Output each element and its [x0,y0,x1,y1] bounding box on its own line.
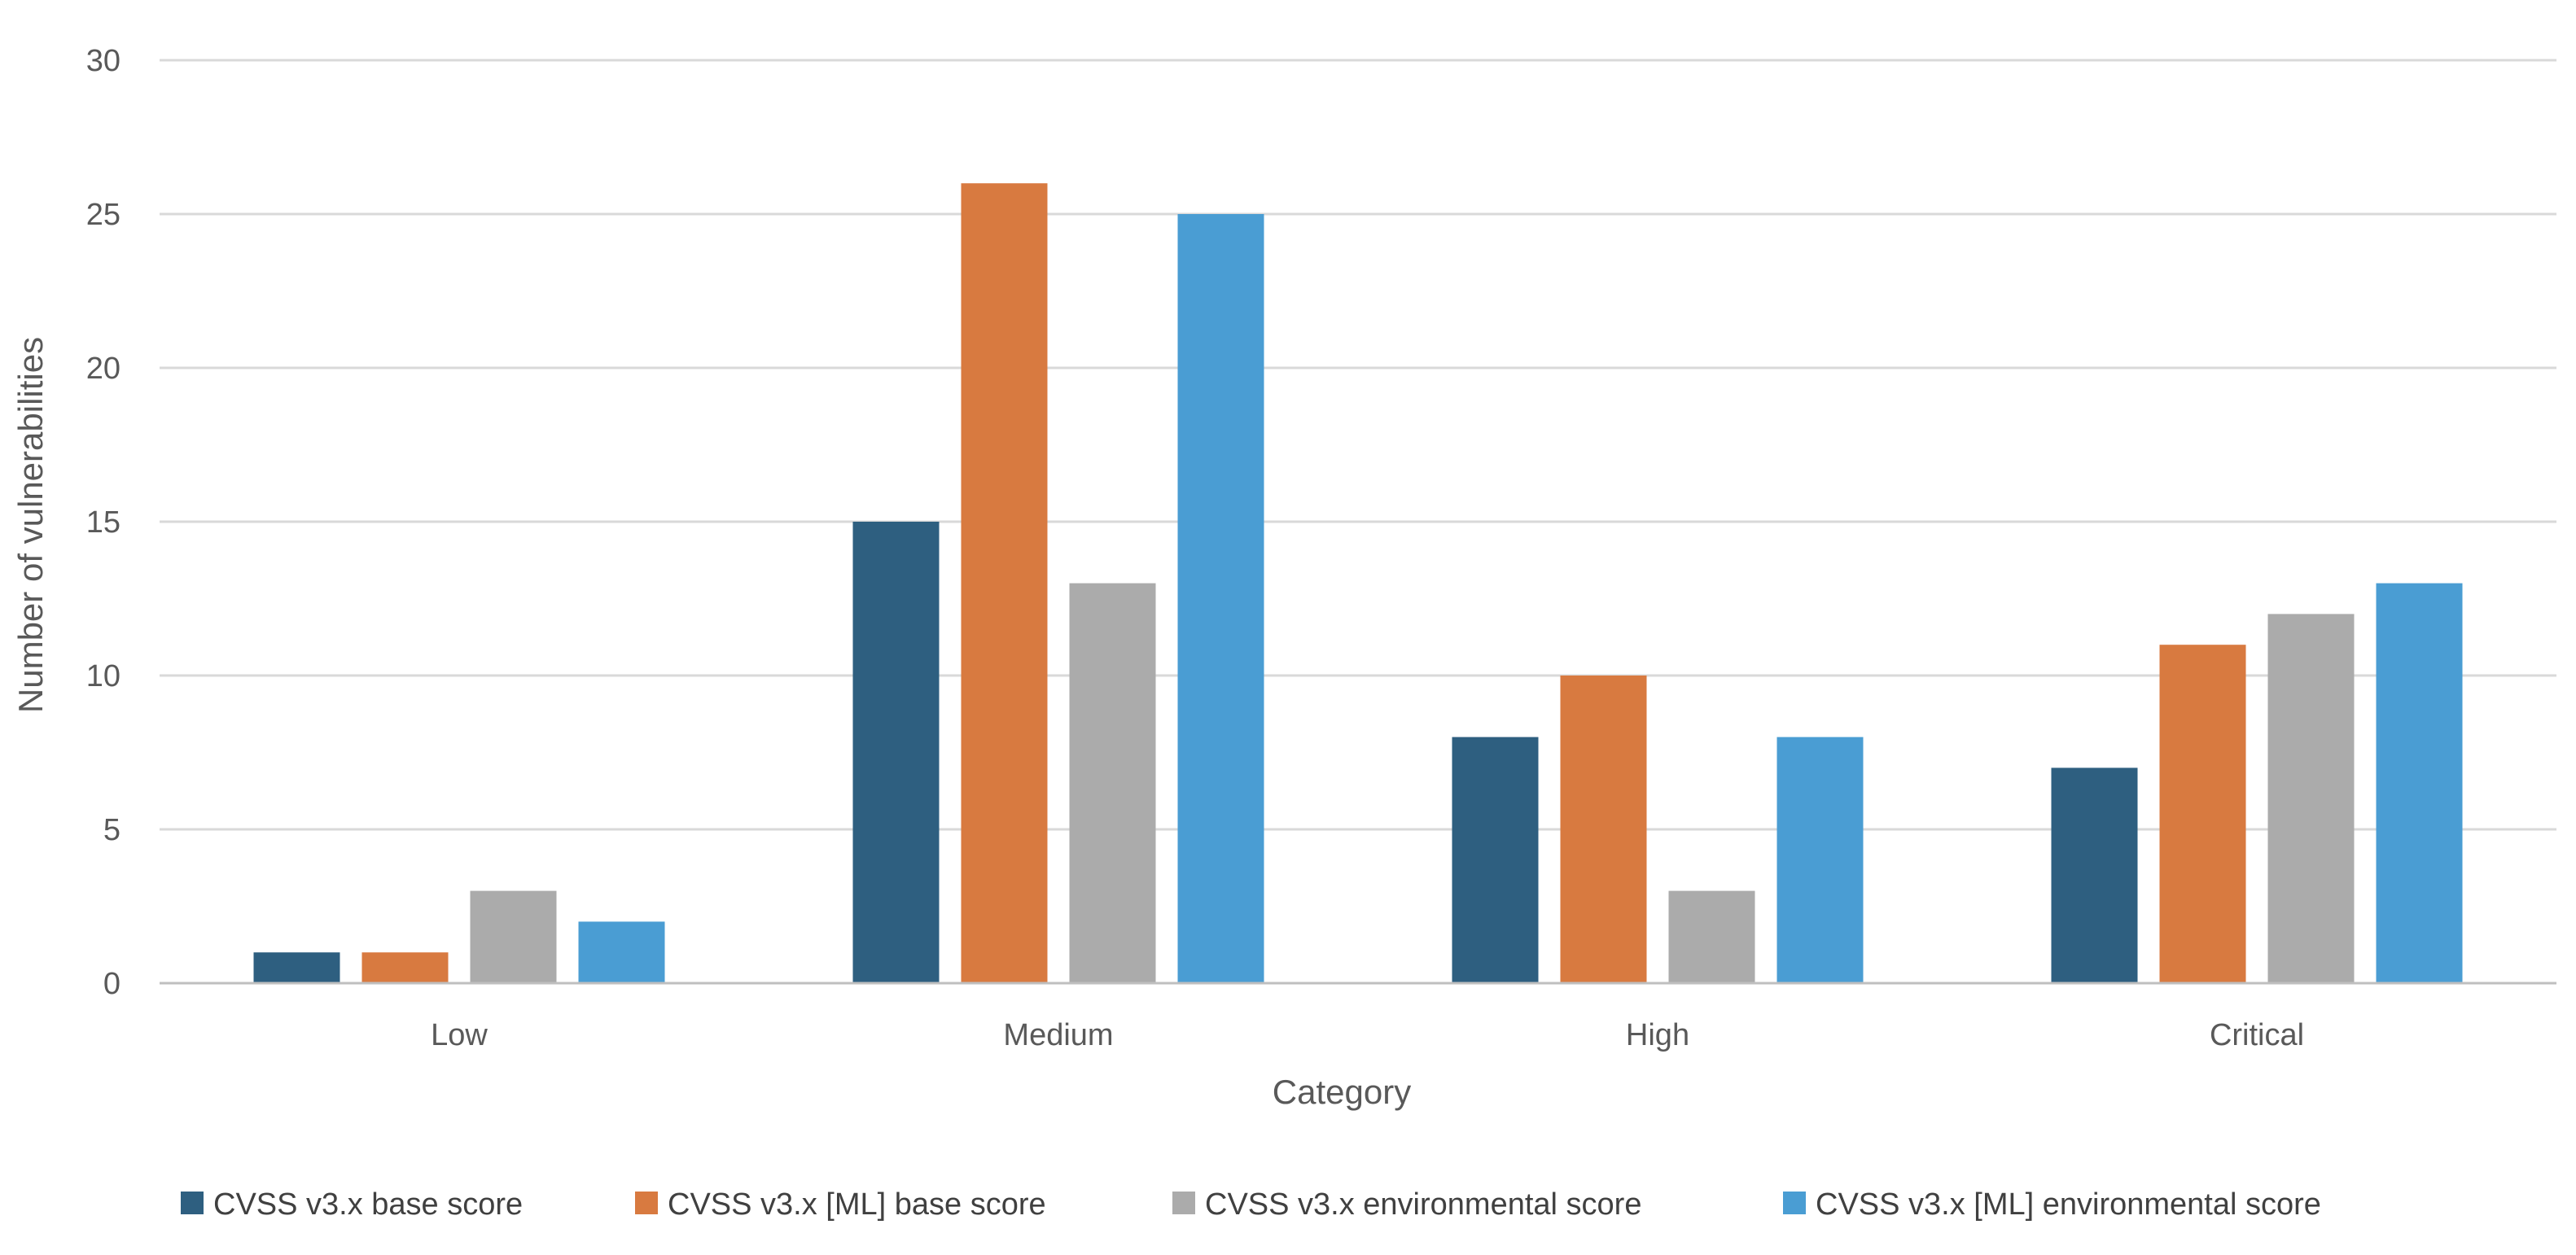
bars-layer [253,183,2463,983]
x-tick-label: Critical [2210,1018,2304,1052]
legend-item: CVSS v3.x base score [181,1187,523,1222]
x-axis: Low Medium High Critical [160,982,2556,1052]
y-tick-label: 10 [86,659,120,693]
y-axis-title: Number of vulnerabilities [11,337,50,713]
bar-high-series-1 [1452,737,1539,983]
legend: CVSS v3.x base score CVSS v3.x [ML] base … [181,1187,2321,1222]
y-tick-label: 30 [86,44,120,78]
bar-high-series-2 [1560,676,1647,983]
bar-low-series-2 [361,952,449,983]
x-axis-title: Category [1273,1073,1411,1111]
legend-label: CVSS v3.x base score [213,1187,523,1222]
legend-label: CVSS v3.x [ML] environmental score [1816,1187,2321,1222]
legend-swatch [181,1192,204,1214]
legend-label: CVSS v3.x [ML] base score [668,1187,1046,1222]
legend-item: CVSS v3.x [ML] environmental score [1783,1187,2321,1222]
grid-layer [160,59,2556,831]
bar-low-series-1 [253,952,340,983]
bar-critical-series-4 [2376,583,2463,983]
bar-medium-series-4 [1177,214,1264,983]
y-axis: 0 5 10 15 20 25 30 [86,44,120,1001]
bar-critical-series-1 [2051,767,2138,983]
legend-swatch [635,1192,658,1214]
x-tick-label: Medium [1003,1018,1113,1052]
bar-critical-series-2 [2159,645,2246,983]
bar-critical-series-3 [2267,614,2355,983]
legend-item: CVSS v3.x environmental score [1172,1187,1641,1222]
bar-medium-series-3 [1069,583,1156,983]
bar-low-series-3 [470,890,557,983]
bar-medium-series-2 [961,183,1048,983]
legend-swatch [1783,1192,1806,1214]
y-tick-label: 25 [86,198,120,232]
y-tick-label: 20 [86,352,120,386]
x-tick-label: High [1626,1018,1689,1052]
bar-medium-series-1 [852,522,940,983]
y-tick-label: 15 [86,505,120,540]
bar-high-series-4 [1776,737,1864,983]
bar-low-series-4 [578,921,665,983]
y-tick-label: 0 [103,967,120,1001]
x-tick-label: Low [431,1018,488,1052]
bar-high-series-3 [1668,890,1755,983]
legend-swatch [1172,1192,1195,1214]
y-tick-label: 5 [103,813,120,847]
legend-label: CVSS v3.x environmental score [1205,1187,1641,1222]
legend-item: CVSS v3.x [ML] base score [635,1187,1046,1222]
